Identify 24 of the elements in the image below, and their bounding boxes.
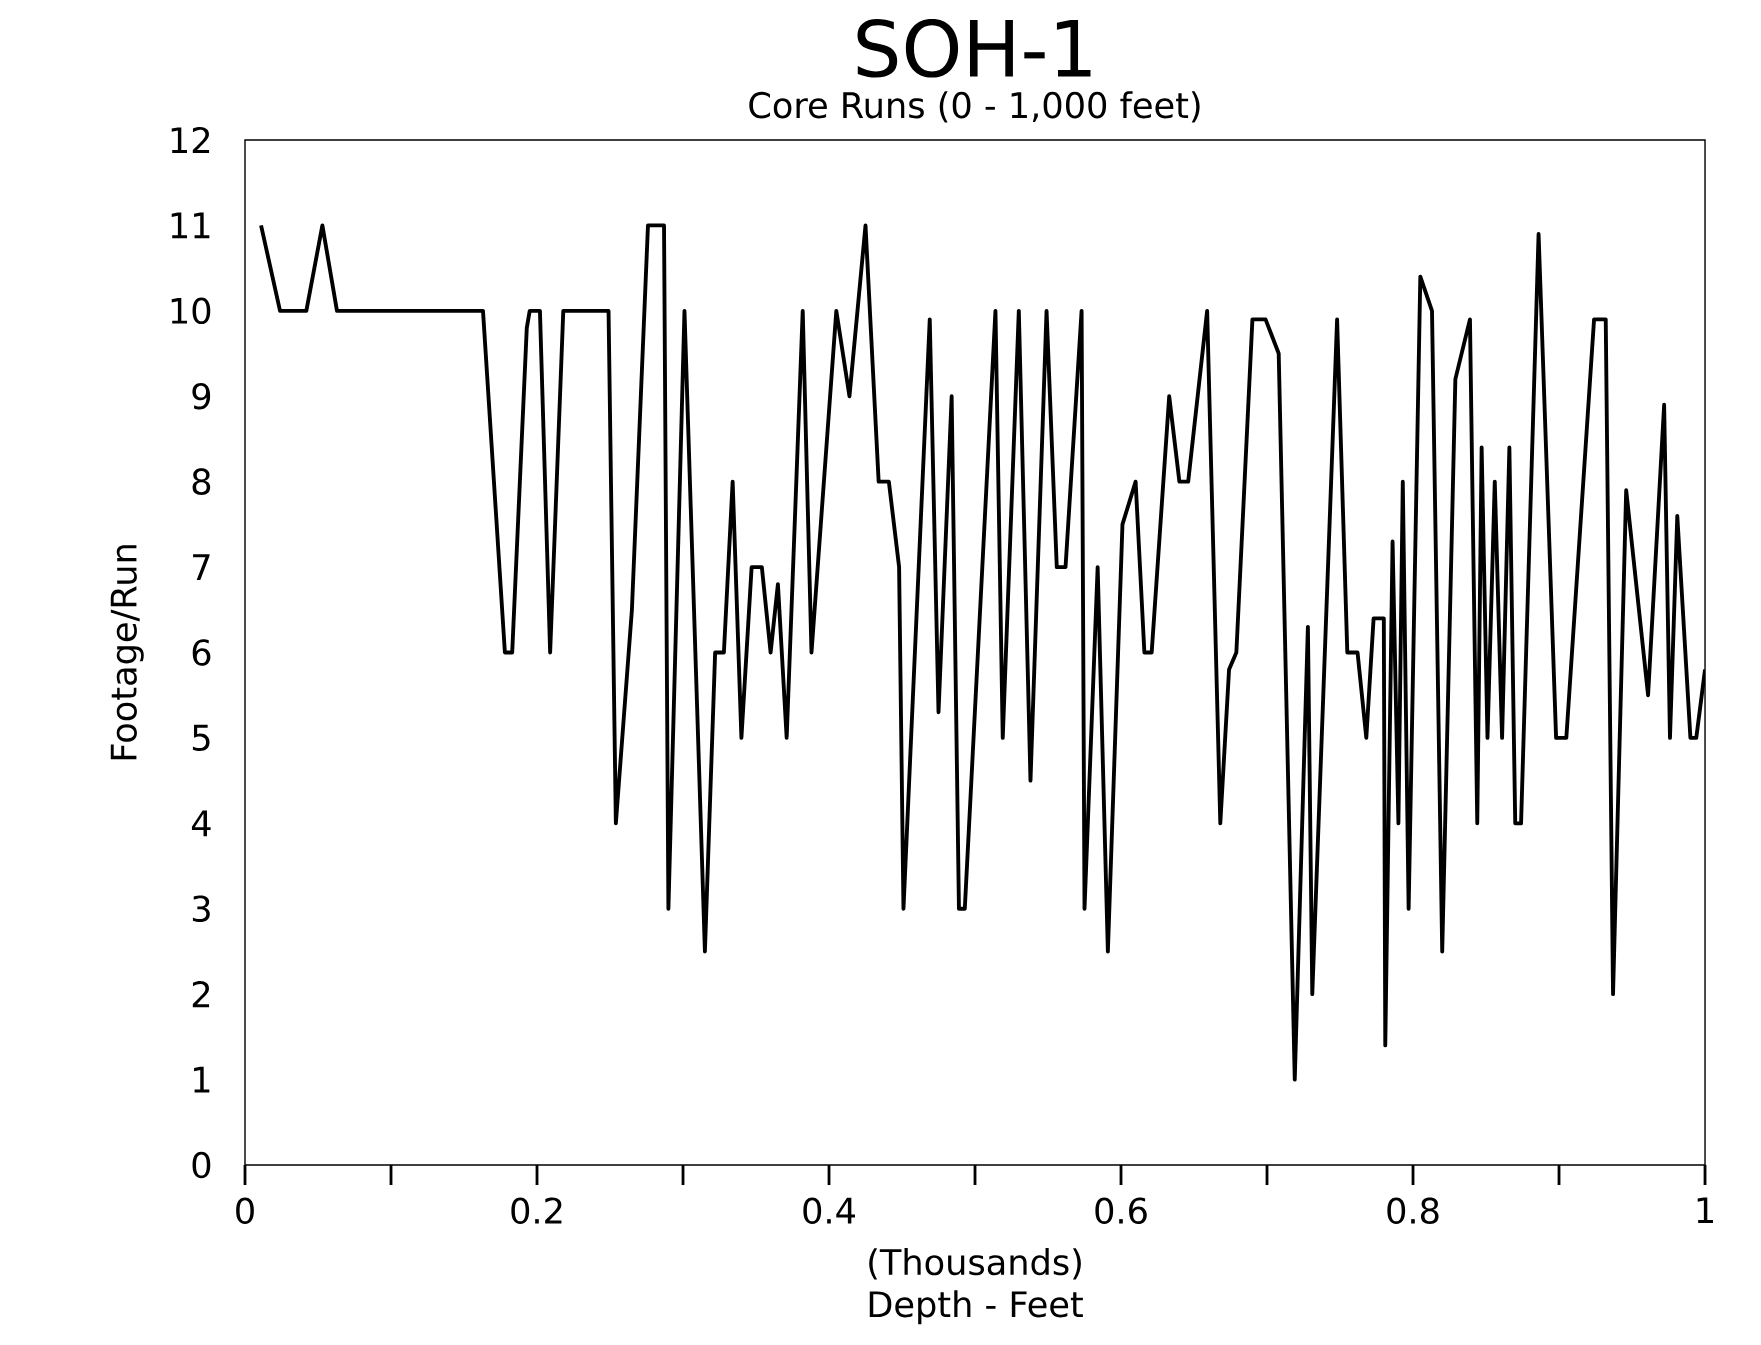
- x-axis-title: Depth - Feet: [869, 1290, 1083, 1325]
- y-tick-label: 3: [192, 895, 210, 923]
- y-tick-label: 12: [171, 126, 210, 154]
- x-tick-label: 1: [1697, 1197, 1713, 1224]
- y-tick-label: 1: [194, 1066, 210, 1093]
- y-tick-label: 10: [171, 297, 211, 325]
- y-tick-label: 4: [191, 810, 211, 837]
- chart-title: SOH-1: [857, 19, 1091, 78]
- y-tick-label: 11: [171, 212, 210, 239]
- y-tick-label: 8: [192, 468, 211, 495]
- y-axis-title: Footage/Run: [110, 545, 144, 760]
- y-tick-label: 6: [192, 639, 211, 666]
- x-tick-label: 0.2: [511, 1197, 562, 1224]
- chart-subtitle: Core Runs (0 - 1,000 feet): [749, 91, 1200, 123]
- y-tick-label: 7: [193, 554, 210, 580]
- x-tick-label: 0.6: [1095, 1197, 1147, 1224]
- text: (Thousands): [869, 1248, 1081, 1280]
- x-tick-label: 0.4: [803, 1197, 855, 1224]
- x-tick-label: 0: [236, 1197, 254, 1224]
- y-tick-label: 9: [192, 382, 211, 410]
- y-tick-label: 5: [192, 724, 210, 751]
- y-tick-label: 0: [192, 1151, 211, 1179]
- y-tick-label: 2: [192, 981, 210, 1008]
- x-tick-label: 0.8: [1387, 1197, 1439, 1224]
